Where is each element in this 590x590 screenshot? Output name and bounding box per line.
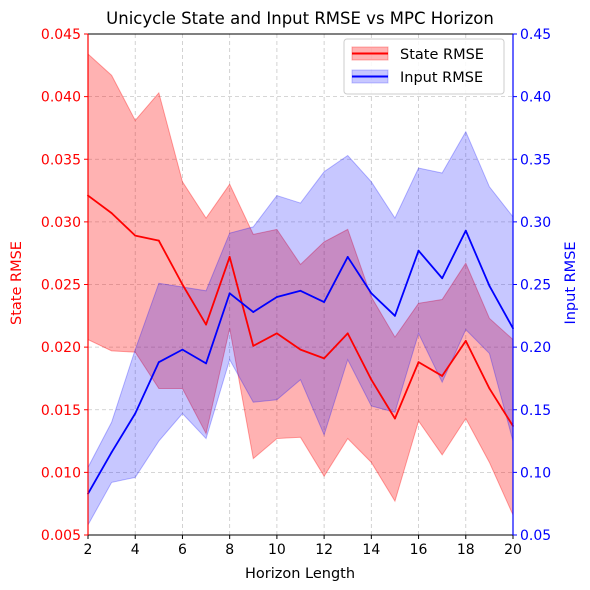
state-rmse-point bbox=[488, 388, 490, 390]
right-y-tick-label: 0.35 bbox=[520, 152, 551, 168]
input-rmse-point bbox=[111, 451, 113, 453]
right-y-axis-ticks: 0.05 0.10 0.15 0.20 0.25 0.30 0.35 0.40 0.45 bbox=[513, 27, 551, 544]
state-rmse-point bbox=[134, 235, 136, 237]
x-tick-label: 10 bbox=[268, 542, 286, 558]
x-tick-label: 16 bbox=[410, 542, 428, 558]
state-rmse-point bbox=[418, 361, 420, 363]
input-rmse-point bbox=[134, 413, 136, 415]
x-axis-ticks: 2 4 6 8 10 12 14 16 18 20 bbox=[84, 535, 522, 558]
x-tick-label: 4 bbox=[131, 542, 140, 558]
state-rmse-point bbox=[465, 340, 467, 342]
left-y-tick-label: 0.040 bbox=[41, 90, 81, 106]
state-rmse-point bbox=[229, 256, 231, 258]
left-y-axis-label: State RMSE bbox=[9, 241, 25, 325]
left-y-tick-label: 0.020 bbox=[41, 340, 81, 356]
x-tick-label: 2 bbox=[84, 542, 93, 558]
input-rmse-point bbox=[488, 285, 490, 287]
state-rmse-point bbox=[370, 379, 372, 381]
state-rmse-point bbox=[441, 375, 443, 377]
x-axis-label: Horizon Length bbox=[245, 566, 355, 582]
left-y-axis-ticks: 0.005 0.010 0.015 0.020 0.025 0.030 0.035 0.040… bbox=[41, 27, 88, 544]
right-y-tick-label: 0.25 bbox=[520, 278, 551, 294]
input-rmse-point bbox=[441, 277, 443, 279]
input-rmse-point bbox=[394, 315, 396, 317]
right-y-tick-label: 0.20 bbox=[520, 340, 551, 356]
x-tick-label: 6 bbox=[178, 542, 187, 558]
right-y-tick-label: 0.40 bbox=[520, 90, 551, 106]
input-rmse-point bbox=[370, 292, 372, 294]
left-y-tick-label: 0.005 bbox=[41, 528, 81, 544]
state-rmse-point bbox=[205, 324, 207, 326]
left-y-tick-label: 0.025 bbox=[41, 278, 81, 294]
x-tick-label: 14 bbox=[362, 542, 380, 558]
input-rmse-point bbox=[276, 296, 278, 298]
state-rmse-point bbox=[182, 284, 184, 286]
legend-label-input: Input RMSE bbox=[400, 70, 483, 86]
right-y-tick-label: 0.05 bbox=[520, 528, 551, 544]
right-y-tick-label: 0.15 bbox=[520, 403, 551, 419]
input-rmse-point bbox=[182, 349, 184, 351]
left-y-tick-label: 0.010 bbox=[41, 465, 81, 481]
state-rmse-point bbox=[276, 332, 278, 334]
input-rmse-point bbox=[205, 363, 207, 365]
legend-label-state: State RMSE bbox=[400, 47, 484, 63]
x-tick-label: 20 bbox=[504, 542, 522, 558]
x-tick-label: 8 bbox=[225, 542, 234, 558]
right-y-tick-label: 0.10 bbox=[520, 465, 551, 481]
left-y-tick-label: 0.045 bbox=[41, 27, 81, 43]
input-rmse-point bbox=[347, 256, 349, 258]
state-rmse-point bbox=[323, 357, 325, 359]
state-rmse-point bbox=[252, 345, 254, 347]
left-y-tick-label: 0.030 bbox=[41, 215, 81, 231]
legend: State RMSE Input RMSE bbox=[344, 39, 504, 94]
input-rmse-point bbox=[465, 230, 467, 232]
right-y-axis-label: Input RMSE bbox=[563, 241, 579, 324]
state-rmse-point bbox=[158, 240, 160, 242]
x-tick-label: 18 bbox=[457, 542, 475, 558]
state-rmse-point bbox=[347, 332, 349, 334]
right-y-tick-label: 0.30 bbox=[520, 215, 551, 231]
state-rmse-point bbox=[394, 418, 396, 420]
state-rmse-point bbox=[300, 349, 302, 351]
input-rmse-point bbox=[418, 250, 420, 252]
input-rmse-point bbox=[300, 290, 302, 292]
left-y-tick-label: 0.015 bbox=[41, 403, 81, 419]
confidence-bands bbox=[88, 54, 513, 525]
state-rmse-point bbox=[111, 212, 113, 214]
input-rmse-point bbox=[252, 311, 254, 313]
input-rmse-point bbox=[323, 301, 325, 303]
chart-title: Unicycle State and Input RMSE vs MPC Hor… bbox=[106, 9, 494, 28]
right-y-tick-label: 0.45 bbox=[520, 27, 551, 43]
x-tick-label: 12 bbox=[315, 542, 333, 558]
input-rmse-point bbox=[229, 292, 231, 294]
input-rmse-point bbox=[158, 361, 160, 363]
left-y-tick-label: 0.035 bbox=[41, 152, 81, 168]
